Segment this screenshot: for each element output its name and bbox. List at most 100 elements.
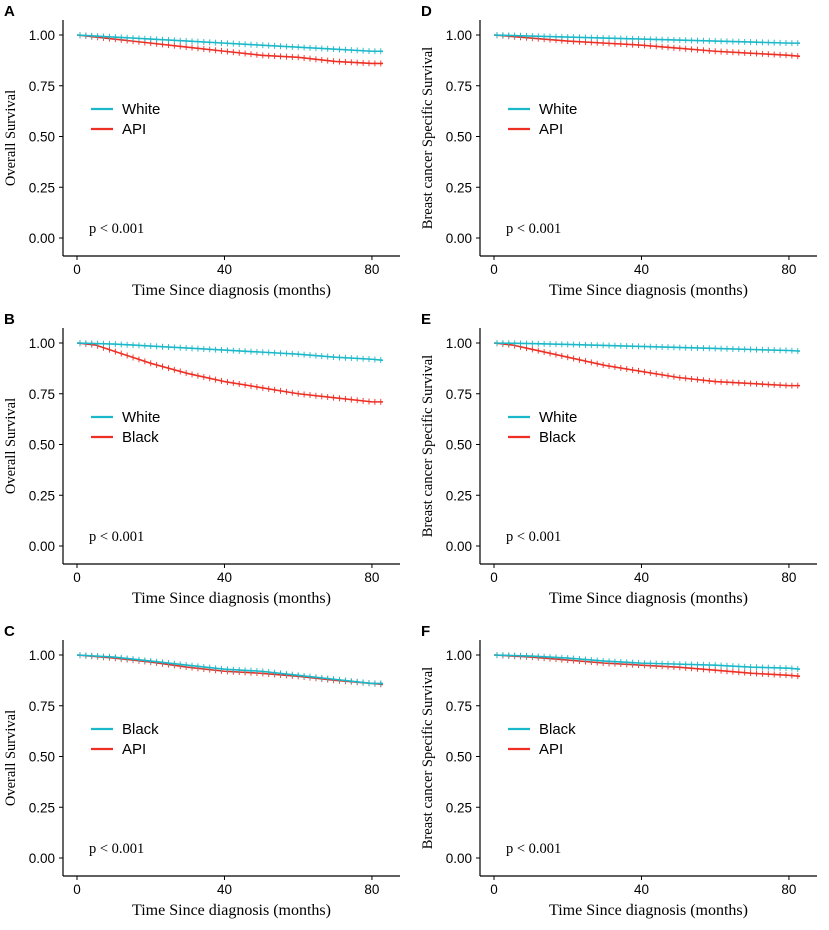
x-tick-label: 0 bbox=[490, 882, 498, 897]
y-tick-label: 0.50 bbox=[29, 438, 55, 453]
y-tick-label: 0.50 bbox=[446, 438, 472, 453]
y-tick-label: 0.75 bbox=[29, 387, 55, 402]
legend-label: API bbox=[122, 741, 146, 758]
panel-label: A bbox=[4, 3, 15, 20]
y-tick-label: 0.75 bbox=[29, 79, 55, 94]
survival-curve bbox=[76, 342, 383, 403]
survival-curve bbox=[493, 34, 801, 58]
survival-curve bbox=[493, 654, 801, 671]
p-value: p < 0.001 bbox=[89, 221, 144, 237]
p-value: p < 0.001 bbox=[506, 221, 561, 237]
survival-curve bbox=[76, 34, 383, 53]
y-tick-label: 1.00 bbox=[446, 648, 472, 663]
y-tick-label: 1.00 bbox=[446, 336, 472, 351]
series-white bbox=[76, 32, 383, 55]
panel-e: E 0.00 0.25 0.50 0.75 1.00 0 40 80 Time Since dia… bbox=[420, 311, 817, 607]
x-axis-title: Time Since diagnosis (months) bbox=[132, 902, 331, 919]
y-tick-label: 0.00 bbox=[29, 539, 55, 554]
legend-label: Black bbox=[122, 429, 159, 446]
y-tick-label: 0.00 bbox=[29, 231, 55, 246]
panel-label: B bbox=[4, 311, 15, 328]
x-tick-label: 0 bbox=[490, 570, 498, 585]
panel-label: D bbox=[421, 3, 432, 20]
p-value: p < 0.001 bbox=[506, 529, 561, 545]
panel-label: F bbox=[421, 623, 430, 640]
y-tick-label: 0.00 bbox=[446, 231, 472, 246]
y-tick-label: 0.00 bbox=[446, 851, 472, 866]
y-tick-label: 1.00 bbox=[29, 648, 55, 663]
y-tick-label: 0.50 bbox=[446, 130, 472, 145]
x-tick-label: 40 bbox=[634, 882, 649, 897]
panel-b: B 0.00 0.25 0.50 0.75 1.00 0 40 80 Time Since dia… bbox=[3, 311, 400, 607]
series-white bbox=[493, 340, 801, 354]
panel-f: F 0.00 0.25 0.50 0.75 1.00 0 40 80 Time Since dia… bbox=[420, 623, 817, 919]
y-tick-label: 0.75 bbox=[29, 699, 55, 714]
legend-label: API bbox=[539, 121, 563, 138]
y-tick-label: 0.00 bbox=[446, 539, 472, 554]
series-black bbox=[76, 340, 383, 405]
x-axis-title: Time Since diagnosis (months) bbox=[549, 902, 748, 919]
x-tick-label: 0 bbox=[73, 262, 81, 277]
y-tick-label: 0.25 bbox=[29, 488, 55, 503]
y-axis-title: Overall Survival bbox=[3, 710, 19, 806]
survival-curve bbox=[493, 342, 800, 387]
y-tick-label: 0.75 bbox=[446, 79, 472, 94]
series-white bbox=[493, 32, 800, 47]
x-axis-title: Time Since diagnosis (months) bbox=[549, 282, 748, 299]
x-tick-label: 0 bbox=[73, 570, 81, 585]
y-tick-label: 0.00 bbox=[29, 851, 55, 866]
x-tick-label: 40 bbox=[217, 262, 232, 277]
survival-curve bbox=[76, 342, 384, 362]
y-tick-label: 1.00 bbox=[446, 28, 472, 43]
panel-label: C bbox=[4, 623, 15, 640]
survival-curve bbox=[76, 34, 383, 65]
survival-curve bbox=[493, 34, 800, 44]
x-tick-label: 80 bbox=[781, 570, 796, 585]
x-tick-label: 0 bbox=[73, 882, 81, 897]
y-tick-label: 0.75 bbox=[446, 699, 472, 714]
x-tick-label: 80 bbox=[364, 262, 379, 277]
y-axis-title: Overall Survival bbox=[3, 398, 19, 494]
panel-label: E bbox=[421, 311, 431, 328]
x-tick-label: 40 bbox=[217, 882, 232, 897]
y-tick-label: 0.25 bbox=[29, 180, 55, 195]
p-value: p < 0.001 bbox=[506, 841, 561, 857]
y-tick-label: 0.25 bbox=[446, 800, 472, 815]
y-axis-title: Overall Survival bbox=[3, 90, 19, 186]
x-tick-label: 0 bbox=[490, 262, 498, 277]
legend-label: White bbox=[539, 101, 577, 118]
y-tick-label: 1.00 bbox=[29, 28, 55, 43]
x-tick-label: 80 bbox=[364, 570, 379, 585]
x-tick-label: 80 bbox=[781, 262, 796, 277]
y-tick-label: 0.50 bbox=[446, 750, 472, 765]
series-white bbox=[76, 340, 384, 364]
legend-label: API bbox=[122, 121, 146, 138]
survival-curve bbox=[493, 342, 801, 352]
x-tick-label: 40 bbox=[634, 262, 649, 277]
y-axis-title: Breast cancer Specific Survival bbox=[420, 47, 436, 229]
legend-label: White bbox=[539, 409, 577, 426]
y-tick-label: 0.25 bbox=[446, 180, 472, 195]
panel-a: A 0.00 0.25 0.50 0.75 1.00 0 40 80 Time Since dia… bbox=[3, 3, 400, 299]
p-value: p < 0.001 bbox=[89, 841, 144, 857]
p-value: p < 0.001 bbox=[89, 529, 144, 545]
survival-curve bbox=[76, 654, 383, 685]
x-tick-label: 80 bbox=[781, 882, 796, 897]
survival-curve bbox=[493, 654, 801, 678]
series-black bbox=[493, 652, 801, 673]
legend-label: Black bbox=[539, 429, 576, 446]
legend-label: Black bbox=[539, 721, 576, 738]
panel-c: C 0.00 0.25 0.50 0.75 1.00 0 40 80 Time Since dia… bbox=[3, 623, 400, 919]
legend-label: Black bbox=[122, 721, 159, 738]
x-axis-title: Time Since diagnosis (months) bbox=[132, 590, 331, 607]
y-tick-label: 0.25 bbox=[29, 800, 55, 815]
y-axis-title: Breast cancer Specific Survival bbox=[420, 667, 436, 849]
y-tick-label: 0.50 bbox=[29, 750, 55, 765]
y-tick-label: 1.00 bbox=[29, 336, 55, 351]
y-tick-label: 0.25 bbox=[446, 488, 472, 503]
x-tick-label: 80 bbox=[364, 882, 379, 897]
series-black bbox=[76, 652, 383, 687]
y-tick-label: 0.75 bbox=[446, 387, 472, 402]
legend-label: White bbox=[122, 101, 160, 118]
